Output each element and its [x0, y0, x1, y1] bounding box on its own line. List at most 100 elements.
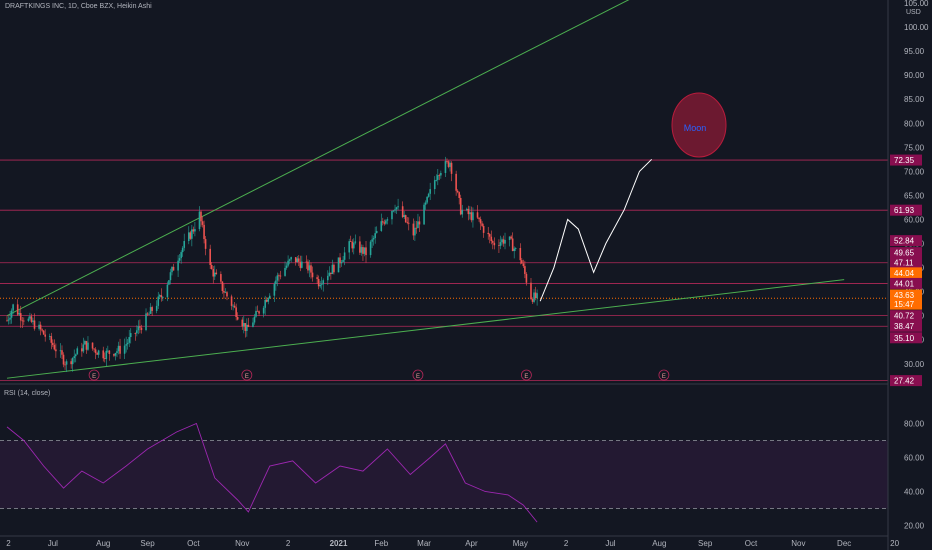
candle	[230, 296, 233, 306]
level-label-bg	[890, 310, 922, 322]
trendline	[6, 279, 845, 379]
candle	[74, 354, 77, 357]
time-tick-label: Dec	[837, 539, 851, 548]
level-label: 49.65	[894, 249, 915, 258]
candle	[85, 341, 88, 350]
candle	[96, 352, 98, 355]
candle	[395, 207, 398, 210]
candle	[53, 345, 56, 350]
time-tick-label: Oct	[745, 539, 758, 548]
candle	[38, 324, 40, 329]
candle	[209, 248, 211, 265]
candle	[524, 266, 526, 274]
candle	[446, 161, 448, 162]
candle	[371, 239, 373, 242]
rsi-tick-label: 60.00	[904, 454, 925, 463]
candle	[123, 345, 126, 354]
candle	[247, 324, 250, 327]
earnings-marker	[658, 369, 670, 381]
candle	[149, 307, 152, 314]
candle	[97, 350, 100, 355]
time-tick-label: Nov	[791, 539, 805, 548]
candle	[375, 230, 378, 234]
candle	[180, 252, 182, 259]
candle	[258, 311, 260, 314]
price-tick-label: 95.00	[904, 47, 925, 56]
candle	[221, 281, 224, 291]
earnings-label: E	[416, 374, 420, 380]
candle	[32, 320, 34, 322]
level-label: 15:47	[894, 300, 915, 309]
candle	[116, 351, 118, 354]
time-tick-label: Nov	[235, 539, 249, 548]
candle	[102, 350, 105, 359]
level-label-bg	[890, 247, 922, 259]
candle	[114, 353, 117, 356]
candle	[210, 264, 213, 269]
candle	[311, 272, 314, 278]
candle	[352, 242, 355, 249]
candle	[105, 350, 108, 359]
candle	[349, 241, 352, 242]
candle	[224, 292, 227, 294]
candle	[440, 172, 442, 176]
candle	[94, 349, 97, 353]
candle	[12, 304, 14, 311]
candle	[226, 292, 228, 297]
time-tick-label: 2	[564, 539, 569, 548]
candle	[466, 208, 468, 210]
candle	[9, 317, 11, 320]
candle	[470, 212, 473, 221]
candle	[317, 278, 320, 287]
candle	[469, 212, 471, 215]
candle	[232, 305, 234, 307]
candle	[488, 234, 491, 237]
candle	[359, 241, 361, 253]
candle	[307, 261, 309, 271]
candle	[87, 342, 89, 350]
candle	[437, 175, 439, 180]
candle	[401, 206, 404, 218]
candle	[117, 345, 120, 352]
candle	[42, 330, 45, 335]
candle	[472, 212, 474, 221]
level-label-bg	[890, 267, 922, 279]
candle	[279, 275, 282, 277]
candle	[145, 313, 147, 331]
candle	[288, 259, 291, 261]
earnings-label: E	[245, 374, 249, 380]
candle	[380, 221, 383, 231]
rsi-tick-label: 40.00	[904, 488, 925, 497]
level-label: 47.11	[894, 259, 914, 268]
time-tick-label: 2021	[330, 539, 348, 548]
candle	[369, 241, 372, 256]
level-label-bg	[890, 235, 922, 247]
candle	[417, 221, 419, 229]
level-label-bg	[890, 154, 922, 166]
level-label: 38.47	[894, 322, 915, 331]
time-tick-label: Sep	[140, 539, 155, 548]
candle	[450, 162, 453, 174]
candle	[360, 247, 363, 253]
price-tick-label: 80.00	[904, 119, 925, 128]
time-tick-label: Aug	[96, 539, 110, 548]
candle	[213, 272, 216, 277]
candle	[246, 324, 248, 331]
candle	[533, 292, 535, 302]
candle	[354, 241, 357, 243]
candle	[191, 229, 193, 239]
candle	[522, 263, 525, 267]
level-label-bg	[890, 298, 922, 310]
candle	[23, 320, 25, 322]
candle	[322, 280, 325, 285]
candle	[499, 242, 502, 246]
candle	[64, 364, 66, 366]
candle	[372, 238, 375, 240]
candle	[392, 210, 395, 212]
candle	[241, 319, 244, 327]
candle	[407, 222, 410, 224]
candle	[44, 334, 46, 337]
candle	[171, 266, 173, 273]
earnings-label: E	[92, 374, 96, 380]
